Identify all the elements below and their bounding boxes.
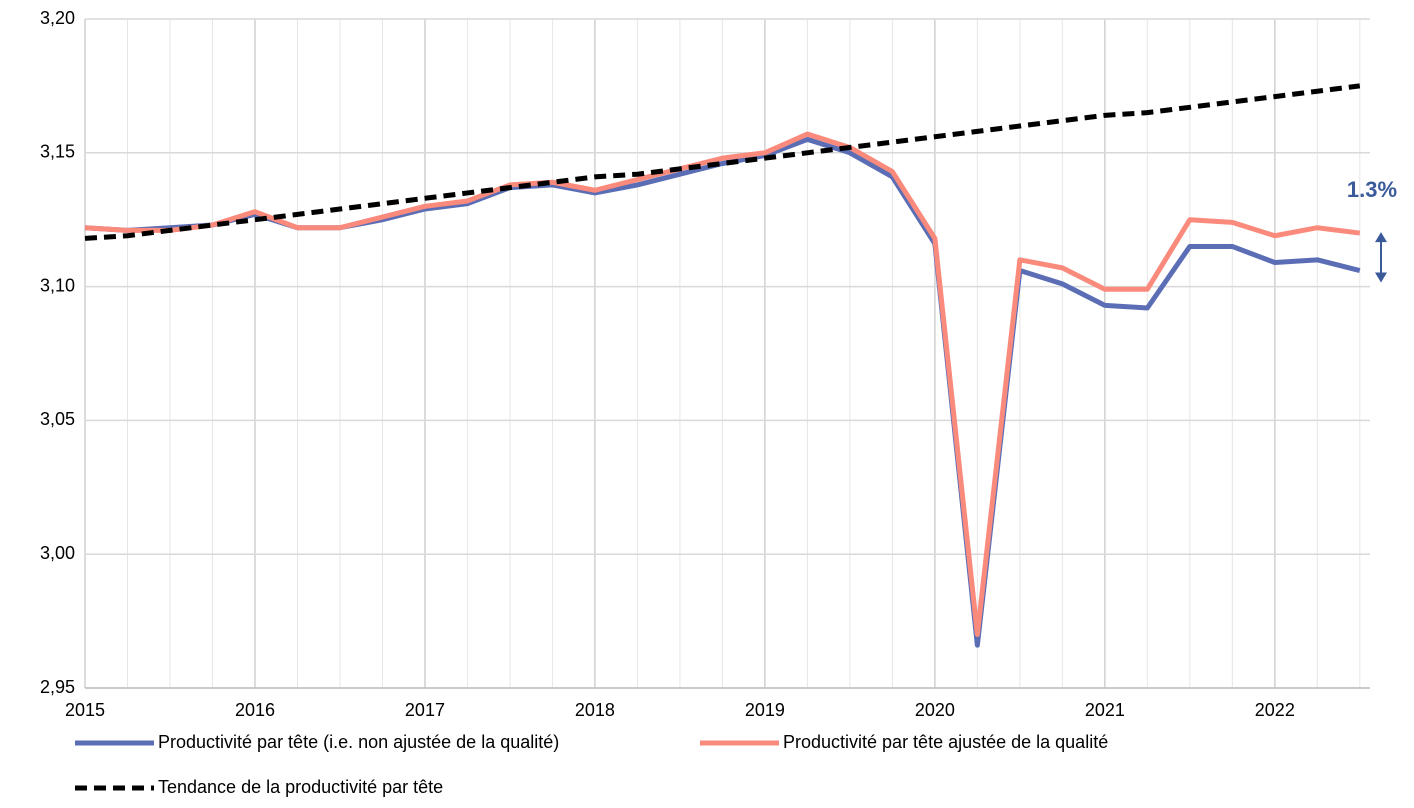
lines xyxy=(84,83,1387,648)
x-tick-label: 2017 xyxy=(405,700,445,720)
y-tick-label: 3,00 xyxy=(40,543,75,563)
x-tick-label: 2019 xyxy=(745,700,785,720)
y-tick-label: 3,20 xyxy=(40,8,75,28)
x-tick-label: 2021 xyxy=(1085,700,1125,720)
y-tick-label: 3,10 xyxy=(40,275,75,295)
legend-label: Productivité par tête (i.e. non ajustée … xyxy=(158,732,559,752)
x-tick-label: 2016 xyxy=(235,700,275,720)
legend-label: Productivité par tête ajustée de la qual… xyxy=(783,732,1108,752)
arrow-head xyxy=(1375,232,1387,243)
arrow-head xyxy=(1375,272,1387,283)
x-tick-label: 2020 xyxy=(915,700,955,720)
annotation: 1.3% xyxy=(1347,177,1397,202)
legend-label: Tendance de la productivité par tête xyxy=(158,777,443,797)
labels: 2015 2016 2017 2018 2019 2020 2021 2022 2,95 3,00… xyxy=(40,8,1397,797)
x-tick-label: 2018 xyxy=(575,700,615,720)
series-line xyxy=(84,131,1361,637)
y-tick-label: 3,15 xyxy=(40,142,75,162)
x-tick-label: 2022 xyxy=(1255,700,1295,720)
grid xyxy=(84,18,1370,689)
series-line xyxy=(84,83,1361,241)
y-tick-label: 2,95 xyxy=(40,677,75,697)
y-tick-label: 3,05 xyxy=(40,409,75,429)
x-tick-label: 2015 xyxy=(65,700,105,720)
